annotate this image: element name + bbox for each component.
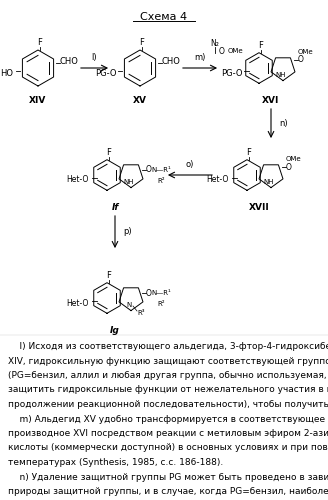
Text: XIV, гидроксильную функцию защищают соответствующей группой: XIV, гидроксильную функцию защищают соот… [8, 356, 328, 366]
Text: F: F [107, 270, 112, 280]
Text: NH: NH [124, 179, 134, 185]
Text: Het-O: Het-O [207, 176, 229, 184]
Text: Het-O: Het-O [67, 176, 89, 184]
Text: PG-O: PG-O [95, 68, 117, 78]
Text: p): p) [123, 228, 132, 236]
Text: l): l) [92, 53, 97, 62]
Text: N: N [126, 302, 132, 308]
Text: продолжении реакционной последовательности), чтобы получить альдегид XV.: продолжении реакционной последовательнос… [8, 400, 328, 409]
Text: N—R¹: N—R¹ [152, 290, 171, 296]
Text: R³: R³ [137, 310, 145, 316]
Text: o): o) [186, 160, 194, 169]
Text: Схема 4: Схема 4 [140, 12, 188, 22]
Text: F: F [139, 38, 144, 47]
Text: XVII: XVII [249, 203, 269, 212]
Text: OMe: OMe [286, 156, 301, 162]
Text: l) Исходя из соответствующего альдегида, 3-фтор-4-гидроксибензальдегида: l) Исходя из соответствующего альдегида,… [8, 342, 328, 351]
Text: m): m) [194, 53, 206, 62]
Text: F: F [107, 148, 112, 156]
Text: XVI: XVI [262, 96, 280, 105]
Text: (PG=бензил, аллил и любая другая группа, обычно используемая, чтобы: (PG=бензил, аллил и любая другая группа,… [8, 371, 328, 380]
Text: PG-O: PG-O [221, 68, 242, 78]
Text: CHO: CHO [60, 56, 78, 66]
Text: температурах (Synthesis, 1985, с.с. 186-188).: температурах (Synthesis, 1985, с.с. 186-… [8, 458, 223, 467]
Text: m) Альдегид XV удобно трансформируется в соответствующее индольное: m) Альдегид XV удобно трансформируется в… [8, 414, 328, 424]
Text: XV: XV [133, 96, 147, 105]
Text: Ig: Ig [110, 326, 120, 335]
Text: R²: R² [157, 178, 165, 184]
Text: If: If [112, 203, 119, 212]
Text: O: O [146, 166, 152, 174]
Text: NH: NH [276, 72, 286, 78]
Text: N₂: N₂ [211, 40, 219, 48]
Text: O: O [297, 56, 303, 64]
Text: F: F [247, 148, 252, 156]
Text: O: O [146, 288, 152, 298]
Text: OMe: OMe [228, 48, 244, 54]
Text: n) Удаление защитной группы PG может быть проведено в зависимости от: n) Удаление защитной группы PG может быт… [8, 472, 328, 482]
Text: производное XVI посредством реакции с метиловым эфиром 2-азидоуксусной: производное XVI посредством реакции с ме… [8, 429, 328, 438]
Text: NH: NH [264, 179, 274, 185]
Text: кислоты (коммерчески доступной) в основных условиях и при повышенных: кислоты (коммерчески доступной) в основн… [8, 444, 328, 452]
Text: природы защитной группы, и в случае, когда PG=бензил, наиболее удобно: природы защитной группы, и в случае, ког… [8, 487, 328, 496]
Text: OMe: OMe [297, 49, 313, 55]
Text: F: F [38, 38, 42, 47]
Text: R²: R² [157, 301, 165, 307]
Text: n): n) [279, 119, 288, 128]
Text: HO: HO [1, 68, 13, 78]
Text: защитить гидроксильные функции от нежелательного участия в каком-либо: защитить гидроксильные функции от нежела… [8, 386, 328, 394]
Text: CHO: CHO [162, 56, 180, 66]
Text: F: F [258, 40, 263, 50]
Text: XIV: XIV [29, 96, 47, 105]
Text: O: O [219, 46, 225, 56]
Text: O: O [286, 162, 292, 172]
Text: N—R¹: N—R¹ [152, 167, 171, 173]
Text: Het-O: Het-O [67, 298, 89, 308]
